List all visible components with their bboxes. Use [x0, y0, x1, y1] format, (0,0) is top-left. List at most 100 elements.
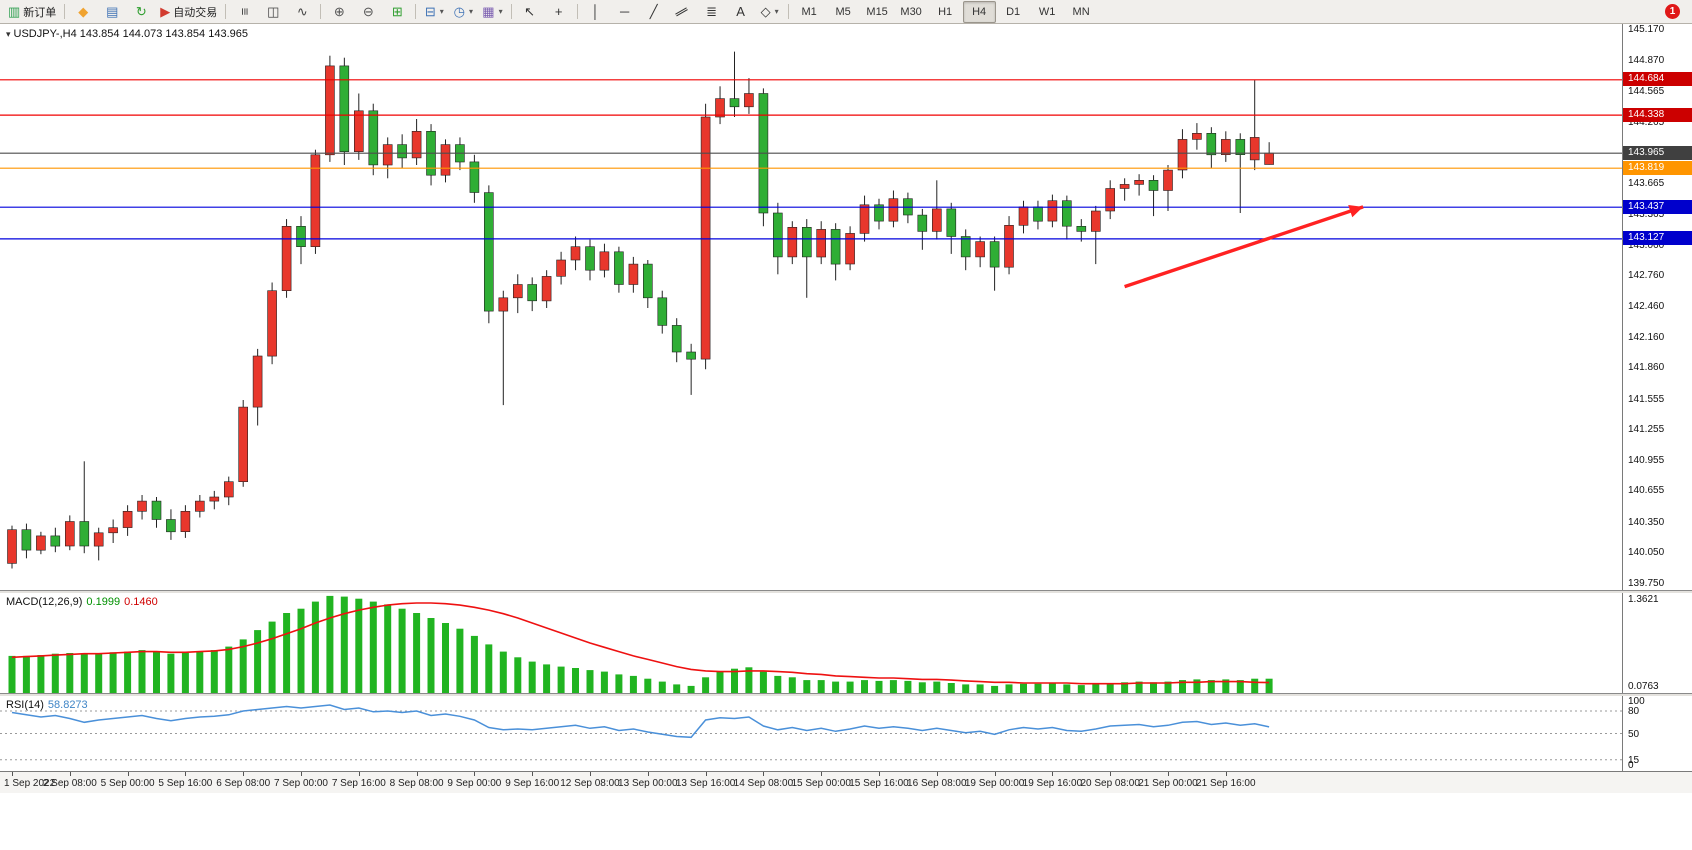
new-order-button[interactable]: ▥ 新订单	[4, 1, 60, 23]
rsi-axis-label: 50	[1628, 728, 1640, 740]
time-axis-label: 7 Sep 16:00	[331, 778, 386, 789]
horizontal-line-button[interactable]: ─	[611, 1, 639, 23]
candlestick-mode-button[interactable]: ◫	[259, 1, 287, 23]
timeframe-m15-button[interactable]: M15	[866, 5, 888, 18]
time-axis-label: 15 Sep 16:00	[849, 778, 909, 789]
time-tick	[1225, 772, 1227, 776]
zoom-out-icon: ⊖	[362, 4, 374, 19]
pane-divider[interactable]	[0, 590, 1692, 593]
refresh-button[interactable]: ↻	[127, 1, 155, 23]
time-tick	[647, 772, 649, 776]
price-axis-label: 140.955	[1628, 454, 1665, 466]
macd-chart[interactable]	[0, 593, 1622, 693]
time-axis-label: 21 Sep 00:00	[1138, 778, 1198, 789]
toolbar-separator	[787, 4, 789, 19]
candlestick-mode-icon: ◫	[267, 4, 280, 19]
time-tick	[358, 772, 360, 776]
time-axis-label: 19 Sep 00:00	[964, 778, 1025, 789]
price-axis-label: 144.565	[1628, 85, 1665, 97]
timeframe-m5-button[interactable]: M5	[835, 5, 851, 18]
price-axis[interactable]: 145.170 144.870 144.565 144.265 143.965 143.6…	[1622, 24, 1692, 590]
metaquotes-button[interactable]: ◆	[69, 1, 97, 23]
macd-axis[interactable]: 1.3621 0.0763	[1622, 593, 1692, 693]
indicators-button[interactable]: ⊟ ▾	[420, 1, 448, 23]
chevron-down-icon: ▾	[468, 7, 473, 16]
chart-title-marker-icon: ▾	[6, 29, 11, 39]
candlestick-chart[interactable]	[0, 24, 1622, 590]
shapes-button[interactable]: ◇ ▾	[756, 1, 784, 23]
time-axis-label: 15 Sep 00:00	[791, 778, 851, 789]
timeframe-w1-button[interactable]: W1	[1038, 5, 1056, 18]
price-axis-label: 142.160	[1628, 331, 1665, 343]
time-tick	[301, 772, 302, 776]
toolbar-separator	[576, 4, 578, 19]
vertical-line-button[interactable]: │	[582, 1, 610, 23]
templates-button[interactable]: ▦ ▾	[478, 1, 506, 23]
time-tick	[821, 772, 823, 776]
zoom-out-button[interactable]: ⊖	[354, 1, 382, 23]
pane-divider[interactable]	[0, 693, 1692, 696]
text-button[interactable]: A	[727, 1, 755, 23]
rsi-pane[interactable]: RSI(14) 58.8273	[0, 696, 1622, 771]
time-axis-label: 8 Sep 08:00	[389, 778, 444, 789]
toolbar-separator	[510, 4, 512, 19]
tile-windows-button[interactable]: ⊞	[383, 1, 411, 23]
line-chart-mode-icon: ∿	[296, 4, 308, 19]
main-chart-pane[interactable]: ▾ USDJPY-,H4 143.854 144.073 143.854 143.…	[0, 24, 1622, 590]
price-axis-label: 144.265	[1628, 116, 1665, 128]
trendline-button[interactable]: ╱	[640, 1, 668, 23]
rsi-name: RSI(14)	[6, 699, 44, 711]
rsi-chart[interactable]	[0, 696, 1622, 771]
toolbar: ▥ 新订单 ◆ ▤ ↻ ▶ 自动交易 ≡ ◫ ∿ ⊕ ⊖ ⊞ ⊟ ▾ ◷ ▾ ▦ ▾ ↖ + │ ─ ╱ ∥ ≣ A ◇ ▾ M1 M5 M1…	[0, 0, 1692, 24]
crosshair-button[interactable]: +	[545, 1, 573, 23]
timeframe-m30-button[interactable]: M30	[900, 5, 922, 18]
bar-chart-mode-icon: ≡	[236, 7, 252, 16]
horizontal-line-icon: ─	[620, 4, 630, 19]
zoom-in-button[interactable]: ⊕	[325, 1, 353, 23]
auto-trading-icon: ▶	[160, 4, 171, 19]
profiles-button[interactable]: ▤	[98, 1, 126, 23]
time-axis-label: 21 Sep 16:00	[1196, 778, 1256, 789]
periods-button[interactable]: ◷ ▾	[449, 1, 477, 23]
toolbar-separator	[415, 4, 417, 19]
line-chart-mode-button[interactable]: ∿	[288, 1, 316, 23]
chevron-down-icon: ▾	[439, 7, 444, 16]
time-axis[interactable]: 1 Sep 2022 2 Sep 08:00 5 Sep 00:00 5 Sep 16…	[0, 771, 1692, 793]
notification-badge[interactable]: 1	[1665, 4, 1680, 19]
channel-button[interactable]: ∥	[669, 1, 697, 23]
bar-chart-mode-button[interactable]: ≡	[230, 1, 258, 23]
chevron-down-icon: ▾	[774, 7, 779, 16]
time-axis-label: 5 Sep 00:00	[100, 778, 155, 789]
price-badge: 144.684	[1623, 72, 1692, 87]
price-badge: 143.965	[1623, 145, 1692, 160]
trendline-icon: ╱	[649, 4, 658, 19]
trend-arrow	[1348, 205, 1364, 218]
rsi-axis[interactable]: 100 80 50 15 0	[1622, 696, 1692, 771]
time-tick	[1110, 772, 1112, 776]
chart-title-text: USDJPY-,H4 143.854 144.073 143.854 143.9…	[13, 28, 248, 40]
fibonacci-button[interactable]: ≣	[698, 1, 726, 23]
timeframe-h4-button[interactable]: H4	[962, 0, 996, 23]
timeframe-d1-button[interactable]: D1	[1006, 5, 1021, 18]
window-filler	[0, 793, 1692, 850]
timeframe-mn-button[interactable]: MN	[1072, 5, 1090, 18]
rsi-axis-label: 0	[1628, 760, 1634, 771]
time-tick	[1052, 772, 1054, 776]
price-axis-label: 141.255	[1628, 424, 1665, 436]
price-axis-label: 141.860	[1628, 362, 1665, 374]
auto-trading-button[interactable]: ▶ 自动交易	[156, 1, 221, 23]
tile-windows-icon: ⊞	[391, 4, 403, 19]
price-axis-label: 141.555	[1628, 393, 1665, 405]
toolbar-separator	[320, 4, 322, 19]
zoom-in-icon: ⊕	[333, 4, 345, 19]
macd-axis-min: 0.0763	[1628, 681, 1659, 692]
time-tick	[705, 772, 707, 776]
cursor-button[interactable]: ↖	[516, 1, 544, 23]
time-axis-label: 2 Sep 08:00	[42, 778, 97, 789]
time-tick	[69, 772, 71, 776]
macd-pane[interactable]: MACD(12,26,9) 0.1999 0.1460	[0, 593, 1622, 693]
macd-main-value: 0.1999	[86, 596, 121, 608]
timeframe-m1-button[interactable]: M1	[801, 5, 817, 18]
timeframe-h1-button[interactable]: H1	[938, 5, 953, 18]
refresh-icon: ↻	[135, 4, 147, 19]
